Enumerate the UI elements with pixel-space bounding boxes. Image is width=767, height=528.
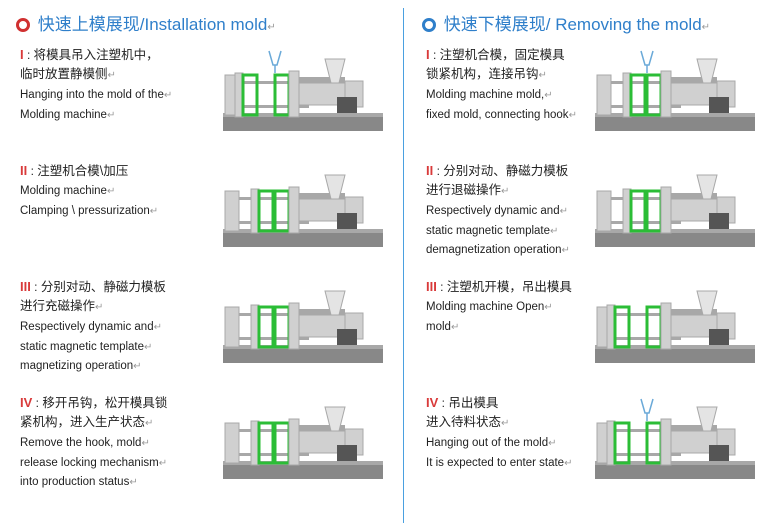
step-roman: IV — [426, 395, 438, 410]
step-zh2: 进入待料状态 — [426, 415, 501, 429]
molding-machine-icon — [217, 395, 392, 487]
machine-illustration — [217, 163, 392, 255]
machine-illustration — [217, 279, 392, 371]
step-zh1: 移开吊钩，松开模具锁 — [42, 396, 167, 410]
right-step-1: I : 注塑机合模，固定模具锁紧机构，连接吊钩↵Molding machine … — [406, 41, 766, 157]
column-divider — [403, 8, 404, 523]
right-step-2: II : 分别对动、静磁力模板进行退磁操作↵Respectively dynam… — [406, 157, 766, 273]
step-zh1: 吊出模具 — [448, 396, 498, 410]
step-en3: magnetizing operation — [20, 360, 133, 372]
left-column: 快速上模展现/Installation mold↵ I : 将模具吊入注塑机中，… — [0, 0, 400, 528]
step-text: I : 注塑机合模，固定模具锁紧机构，连接吊钩↵Molding machine … — [426, 45, 611, 124]
machine-illustration — [217, 47, 392, 139]
molding-machine-icon — [589, 47, 764, 139]
step-en1: Respectively dynamic and — [426, 205, 560, 217]
step-en1: Respectively dynamic and — [20, 321, 154, 333]
bullet-icon — [422, 18, 436, 32]
step-en2: release locking mechanism — [20, 457, 159, 469]
step-en1: Hanging into the mold of the — [20, 89, 164, 101]
step-text: II : 分别对动、静磁力模板进行退磁操作↵Respectively dynam… — [426, 161, 611, 260]
step-zh1: 注塑机合模，固定模具 — [440, 48, 565, 62]
machine-illustration — [589, 163, 764, 255]
step-en2: It is expected to enter state — [426, 457, 564, 469]
step-en1: Molding machine Open — [426, 301, 544, 313]
step-roman: III — [426, 279, 437, 294]
machine-illustration — [589, 395, 764, 487]
step-zh2: 进行充磁操作 — [20, 299, 95, 313]
step-text: I : 将模具吊入注塑机中，临时放置静模侧↵Hanging into the m… — [20, 45, 205, 124]
step-en1: Molding machine — [20, 185, 107, 197]
step-text: III : 分别对动、静磁力模板进行充磁操作↵Respectively dyna… — [20, 277, 205, 376]
right-title: 快速下模展现/ Removing the mold↵ — [406, 0, 766, 41]
left-title-zh: 快速上模展现 — [38, 15, 140, 34]
step-zh2: 进行退磁操作 — [426, 183, 501, 197]
right-step-3: III : 注塑机开模，吊出模具Molding machine Open↵mol… — [406, 273, 766, 389]
step-text: IV : 移开吊钩，松开模具锁紧机构，进入生产状态↵Remove the hoo… — [20, 393, 205, 492]
left-step-4: IV : 移开吊钩，松开模具锁紧机构，进入生产状态↵Remove the hoo… — [0, 389, 400, 505]
step-en2: mold — [426, 321, 451, 333]
step-zh2: 锁紧机构，连接吊钩 — [426, 67, 539, 81]
step-en2: Molding machine — [20, 109, 107, 121]
step-en2: static magnetic template — [426, 225, 550, 237]
step-zh2: 紧机构，进入生产状态 — [20, 415, 145, 429]
step-text: II : 注塑机合模\加压Molding machine↵Clamping \ … — [20, 161, 205, 221]
step-en3: demagnetization operation — [426, 244, 562, 256]
step-zh2: 临时放置静模侧 — [20, 67, 108, 81]
machine-illustration — [589, 47, 764, 139]
molding-machine-icon — [589, 395, 764, 487]
step-zh1: 将模具吊入注塑机中， — [34, 48, 159, 62]
step-text: IV : 吊出模具进入待料状态↵Hanging out of the mold↵… — [426, 393, 611, 472]
step-roman: I — [20, 47, 24, 62]
step-zh1: 分别对动、静磁力模板 — [443, 164, 568, 178]
step-en2: static magnetic template — [20, 341, 144, 353]
molding-machine-icon — [217, 163, 392, 255]
left-step-3: III : 分别对动、静磁力模板进行充磁操作↵Respectively dyna… — [0, 273, 400, 389]
left-title: 快速上模展现/Installation mold↵ — [0, 0, 400, 41]
step-en1: Remove the hook, mold — [20, 437, 141, 449]
step-en2: fixed mold, connecting hook — [426, 109, 569, 121]
right-title-zh: 快速下模展现 — [444, 15, 546, 34]
right-column: 快速下模展现/ Removing the mold↵ I : 注塑机合模，固定模… — [406, 0, 766, 528]
bullet-icon — [16, 18, 30, 32]
step-en1: Molding machine mold, — [426, 89, 544, 101]
left-title-en: Installation mold — [144, 15, 267, 34]
step-roman: II — [20, 163, 27, 178]
step-text: III : 注塑机开模，吊出模具Molding machine Open↵mol… — [426, 277, 611, 337]
left-step-2: II : 注塑机合模\加压Molding machine↵Clamping \ … — [0, 157, 400, 273]
step-zh1: 注塑机开模，吊出模具 — [447, 280, 572, 294]
step-en1: Hanging out of the mold — [426, 437, 548, 449]
molding-machine-icon — [217, 279, 392, 371]
molding-machine-icon — [589, 279, 764, 371]
step-roman: IV — [20, 395, 32, 410]
step-roman: III — [20, 279, 31, 294]
step-roman: I — [426, 47, 430, 62]
step-en2: Clamping \ pressurization — [20, 205, 150, 217]
step-zh1: 分别对动、静磁力模板 — [41, 280, 166, 294]
machine-illustration — [217, 395, 392, 487]
step-zh1: 注塑机合模\加压 — [37, 164, 128, 178]
molding-machine-icon — [589, 163, 764, 255]
machine-illustration — [589, 279, 764, 371]
left-step-1: I : 将模具吊入注塑机中，临时放置静模侧↵Hanging into the m… — [0, 41, 400, 157]
right-step-4: IV : 吊出模具进入待料状态↵Hanging out of the mold↵… — [406, 389, 766, 505]
right-title-en: Removing the mold — [555, 15, 701, 34]
molding-machine-icon — [217, 47, 392, 139]
step-en3: into production status — [20, 476, 129, 488]
step-roman: II — [426, 163, 433, 178]
